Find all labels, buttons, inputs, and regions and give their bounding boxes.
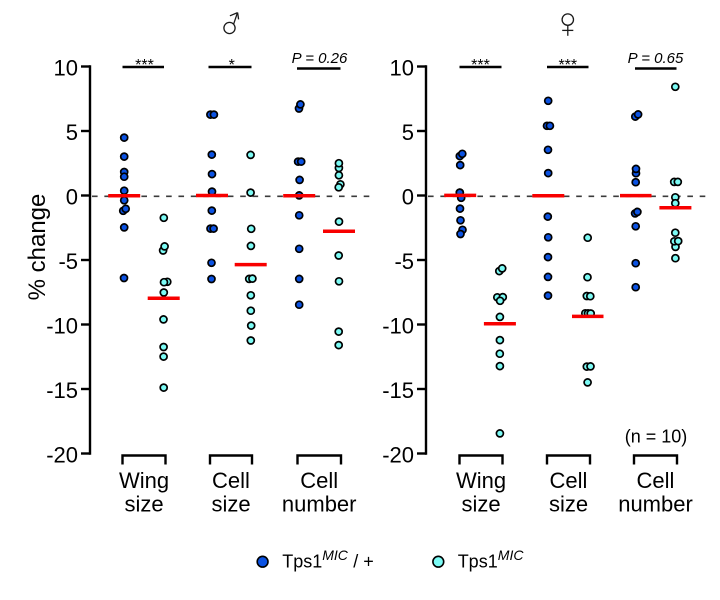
svg-text:-20: -20 bbox=[382, 443, 414, 468]
svg-text:-5: -5 bbox=[58, 249, 78, 274]
svg-text:***: *** bbox=[135, 57, 154, 74]
svg-text:MIC: MIC bbox=[498, 547, 525, 563]
svg-text:***: *** bbox=[558, 57, 577, 74]
svg-text:***: *** bbox=[471, 57, 490, 74]
svg-text:10: 10 bbox=[54, 56, 78, 81]
svg-text:-20: -20 bbox=[46, 443, 78, 468]
svg-text:Cell: Cell bbox=[300, 468, 338, 493]
svg-text:Tps1: Tps1 bbox=[282, 552, 322, 572]
svg-text:Cell: Cell bbox=[550, 468, 588, 493]
svg-text:number: number bbox=[282, 492, 357, 517]
svg-text:/ +: / + bbox=[353, 552, 374, 572]
svg-text:Wing: Wing bbox=[119, 468, 169, 493]
svg-text:MIC: MIC bbox=[322, 547, 349, 563]
svg-text:-15: -15 bbox=[46, 378, 78, 403]
svg-text:5: 5 bbox=[402, 120, 414, 145]
svg-text:P = 0.65: P = 0.65 bbox=[628, 50, 684, 67]
svg-text:0: 0 bbox=[402, 185, 414, 210]
svg-text:size: size bbox=[124, 492, 163, 517]
svg-text:Cell: Cell bbox=[212, 468, 250, 493]
svg-text:Cell: Cell bbox=[637, 468, 675, 493]
svg-text:Wing: Wing bbox=[456, 468, 506, 493]
svg-text:-10: -10 bbox=[46, 314, 78, 339]
svg-text:0: 0 bbox=[66, 185, 78, 210]
svg-text:size: size bbox=[549, 492, 588, 517]
svg-text:P = 0.26: P = 0.26 bbox=[292, 50, 348, 67]
svg-text:size: size bbox=[461, 492, 500, 517]
svg-text:5: 5 bbox=[66, 120, 78, 145]
svg-text:number: number bbox=[618, 492, 693, 517]
svg-text:-5: -5 bbox=[394, 249, 414, 274]
svg-text:% change: % change bbox=[24, 194, 51, 301]
svg-text:-15: -15 bbox=[382, 378, 414, 403]
svg-text:Tps1: Tps1 bbox=[458, 552, 498, 572]
svg-text:-10: -10 bbox=[382, 314, 414, 339]
svg-text:size: size bbox=[211, 492, 250, 517]
svg-text:*: * bbox=[229, 57, 235, 74]
svg-text:(n = 10): (n = 10) bbox=[625, 427, 688, 447]
svg-text:10: 10 bbox=[390, 56, 414, 81]
